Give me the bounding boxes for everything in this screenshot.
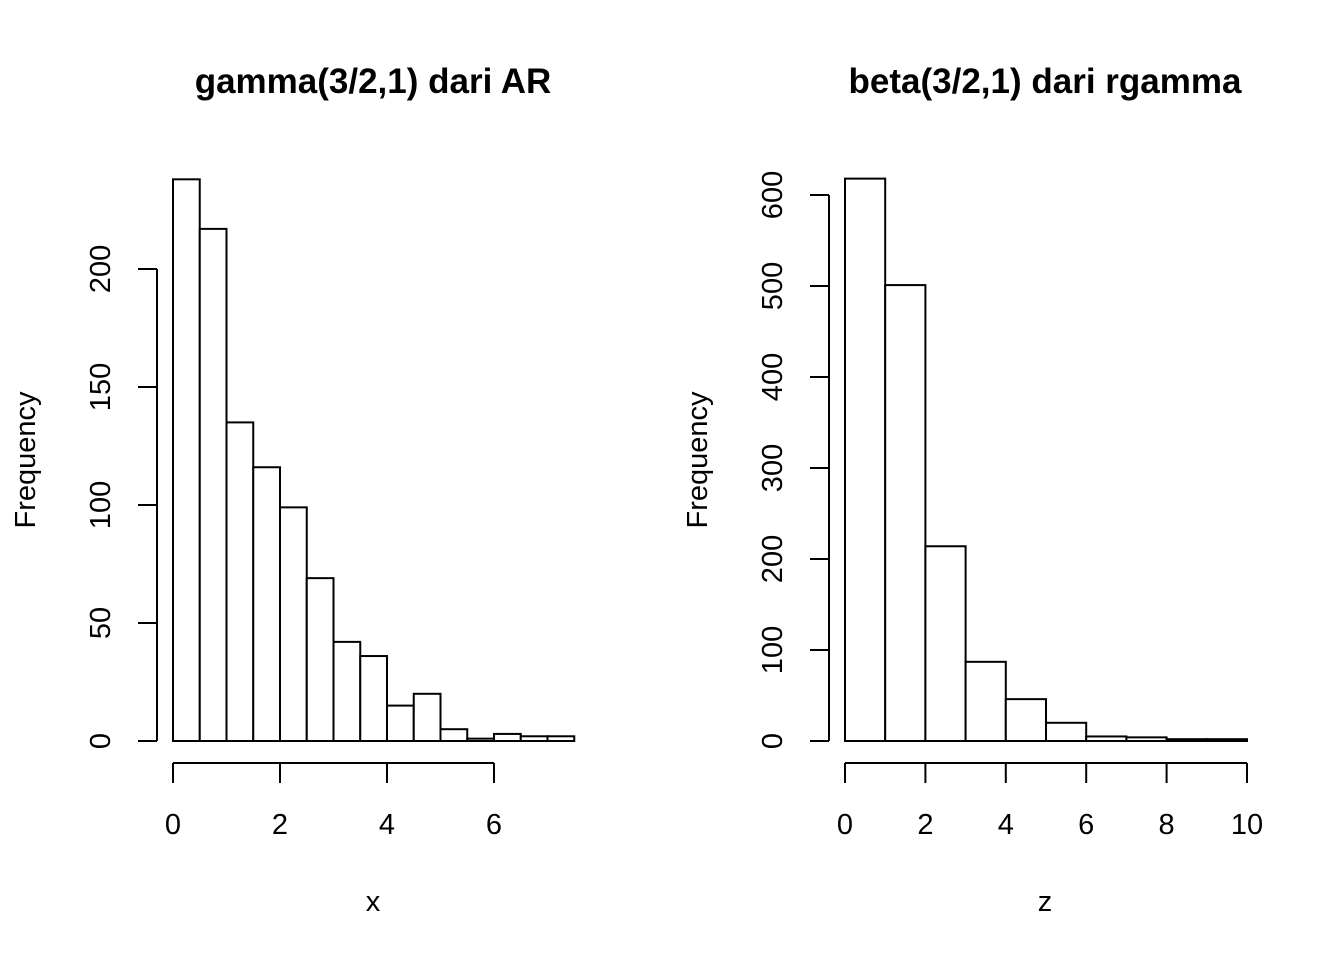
x-axis-label: x [366, 886, 381, 918]
histogram-bar [546, 735, 576, 743]
y-axis-label: Frequency [682, 391, 714, 529]
histogram-bar [332, 640, 362, 743]
histogram-bar [279, 506, 308, 742]
y-tick-label: 600 [757, 171, 789, 219]
x-tick-label: 4 [379, 809, 395, 841]
x-tick-label: 4 [998, 809, 1014, 841]
x-tick-label: 8 [1159, 809, 1175, 841]
y-axis-label: Frequency [10, 391, 42, 529]
histogram-right: beta(3/2,1) dari rgamma z Frequency 0100… [682, 62, 1263, 918]
histogram-bar [198, 227, 228, 742]
histogram-bar [252, 466, 281, 742]
histogram-bar [1125, 736, 1168, 742]
histogram-bar [493, 732, 522, 742]
y-tick-label: 50 [85, 607, 117, 639]
histogram-bar [225, 421, 255, 742]
histogram-bar [172, 178, 201, 742]
histogram-bar [439, 728, 469, 743]
x-tick-label: 10 [1231, 809, 1263, 841]
chart-title: beta(3/2,1) dari rgamma [849, 62, 1242, 101]
histogram-bar [924, 545, 967, 743]
y-tick-label: 300 [757, 444, 789, 492]
histogram-bar [1045, 721, 1088, 742]
histogram-bar [305, 577, 335, 742]
histogram-left: gamma(3/2,1) dari AR x Frequency 0 50 100 1… [10, 62, 576, 918]
x-tick-label: 6 [486, 809, 502, 841]
histogram-bar [1205, 738, 1249, 742]
histogram-bar [466, 737, 495, 743]
x-tick-label: 2 [917, 809, 933, 841]
x-axis-label: z [1038, 886, 1053, 918]
y-tick-label: 400 [757, 353, 789, 401]
x-tick-label: 6 [1078, 809, 1094, 841]
histogram-bar [844, 177, 887, 742]
histogram-bar [964, 660, 1007, 743]
x-tick-label: 2 [272, 809, 288, 841]
histogram-bar [1085, 735, 1128, 743]
y-tick-label: 0 [85, 733, 117, 749]
y-tick-label: 200 [85, 245, 117, 293]
histogram-bar [884, 284, 927, 742]
histogram-bar [359, 655, 388, 742]
y-tick-label: 200 [757, 535, 789, 583]
y-tick-label: 500 [757, 262, 789, 310]
y-tick-label: 100 [757, 626, 789, 674]
x-tick-label: 0 [837, 809, 853, 841]
chart-title: gamma(3/2,1) dari AR [195, 62, 552, 101]
histogram-bar [386, 704, 415, 742]
histogram-bar [519, 735, 549, 743]
histogram-bar [1165, 738, 1208, 742]
histogram-bar [1004, 698, 1047, 743]
x-tick-label: 0 [165, 809, 181, 841]
y-tick-label: 0 [757, 733, 789, 749]
histogram-bar [412, 692, 442, 742]
y-tick-label: 150 [85, 363, 117, 411]
y-tick-label: 100 [85, 481, 117, 529]
